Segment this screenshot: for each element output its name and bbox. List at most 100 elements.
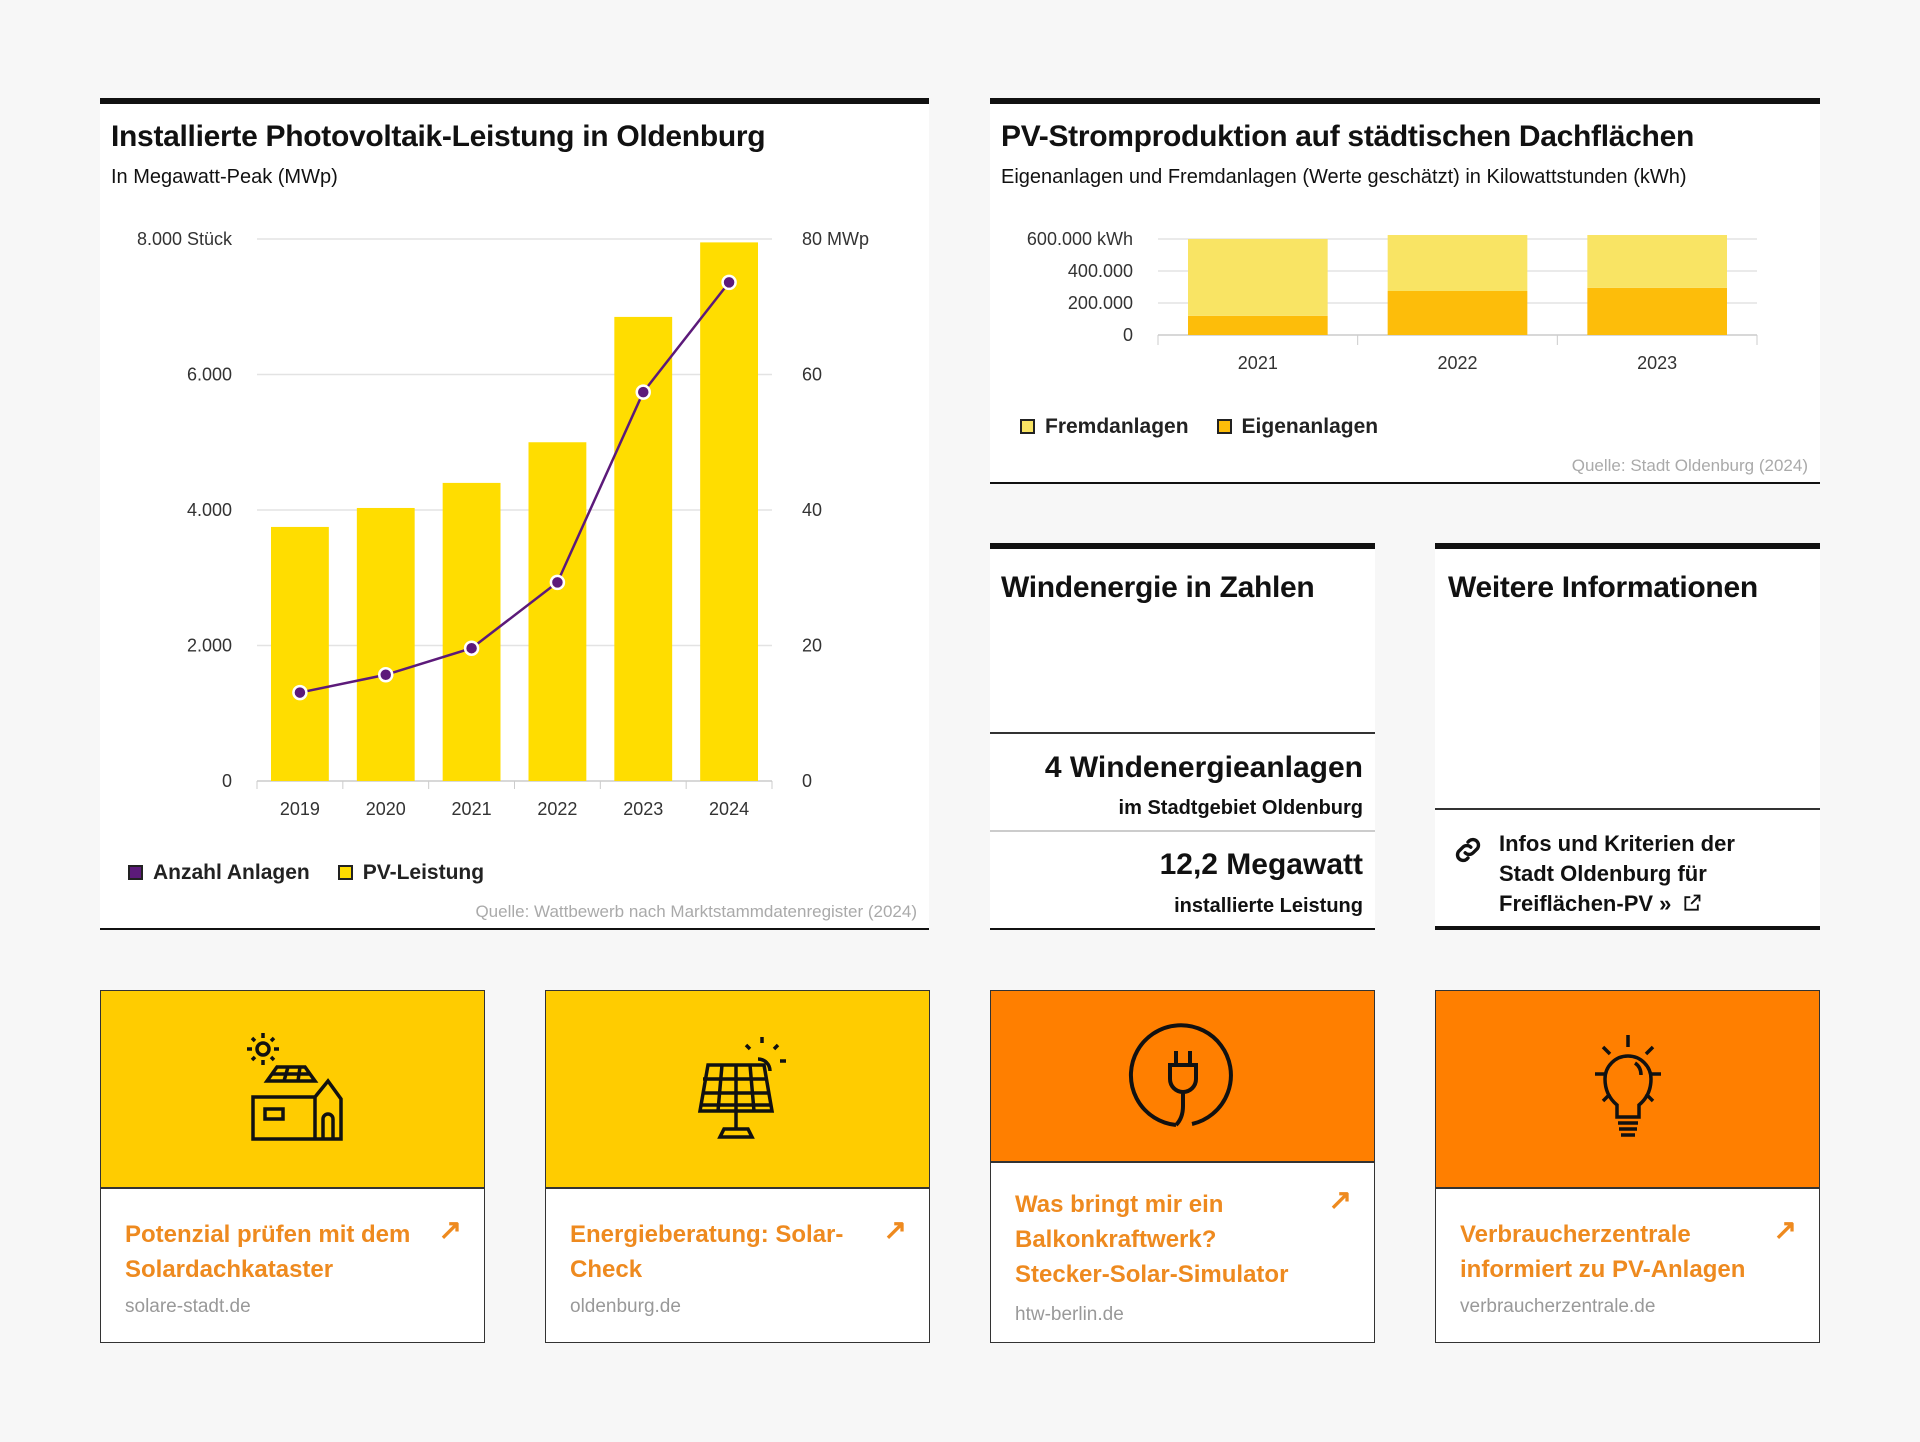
legend-item-pv: PV-Leistung: [337, 861, 485, 885]
point-anzahl-anlagen: [378, 667, 394, 683]
card-title[interactable]: Potenzial prüfen mit dem Solardachkatast…: [125, 1221, 411, 1283]
legend-item-fremd: Fremdanlagen: [1020, 415, 1189, 439]
legend-item-eigen: Eigenanlagen: [1216, 415, 1379, 439]
roof-production-panel: PV-Stromproduktion auf städtischen Dachf…: [990, 98, 1820, 484]
roof-chart-legend: Fremdanlagen Eigenanlagen: [1020, 415, 1378, 439]
x-tick-label: 2022: [1437, 353, 1477, 373]
right-tick-label: 40: [802, 500, 822, 520]
card-title[interactable]: Was bringt mir ein Balkonkraftwerk? Stec…: [1015, 1191, 1289, 1288]
pv-chart-subtitle: In Megawatt-Peak (MWp): [111, 166, 338, 188]
bar-eigenanlagen: [1188, 315, 1328, 335]
arrow-up-right-icon: ↗: [438, 1214, 462, 1245]
card-title[interactable]: Verbraucherzentrale informiert zu PV-Anl…: [1460, 1221, 1746, 1283]
legend-label: Fremdanlagen: [1045, 415, 1189, 438]
point-anzahl-anlagen: [549, 574, 566, 591]
wind-title: Windenergie in Zahlen: [1001, 571, 1315, 604]
bar-pv-leistung: [356, 507, 415, 781]
x-tick-label: 2022: [537, 799, 577, 819]
roof-chart-title: PV-Stromproduktion auf städtischen Dachf…: [1001, 120, 1694, 153]
right-tick-label: 80 MWp: [802, 229, 869, 249]
x-tick-label: 2023: [1637, 353, 1677, 373]
info-link-line: Freiflächen-PV »: [1499, 891, 1672, 916]
bar-eigenanlagen: [1387, 291, 1528, 335]
divider: [1435, 808, 1820, 810]
bar-fremdanlagen: [1387, 235, 1528, 291]
y-tick-label: 0: [1123, 325, 1133, 345]
left-tick-label: 6.000: [187, 365, 232, 385]
card-image: [1436, 991, 1819, 1189]
info-link-line: Infos und Kriterien der: [1499, 831, 1735, 856]
divider: [990, 732, 1375, 734]
bar-pv-leistung: [271, 526, 329, 781]
left-tick-label: 2.000: [187, 636, 232, 656]
wind-panel: Windenergie in Zahlen 4 Windenergieanlag…: [990, 543, 1375, 930]
right-tick-label: 20: [802, 636, 822, 656]
left-tick-label: 8.000 Stück: [137, 229, 233, 249]
point-anzahl-anlagen: [292, 684, 308, 701]
legend-label: Anzahl Anlagen: [153, 861, 310, 884]
line-anzahl-anlagen: [299, 281, 731, 694]
roof-chart-source: Quelle: Stadt Oldenburg (2024): [1571, 456, 1808, 475]
pv-capacity-panel: Installierte Photovoltaik-Leistung in Ol…: [100, 98, 929, 930]
right-tick-label: 60: [802, 365, 822, 385]
solar-panel-icon: [697, 1037, 786, 1139]
x-tick-label: 2021: [1238, 353, 1278, 373]
external-link-icon: [1683, 894, 1700, 911]
x-tick-label: 2019: [280, 799, 320, 819]
y-tick-label: 200.000: [1068, 293, 1133, 313]
card-image: [991, 991, 1374, 1163]
point-anzahl-anlagen: [721, 274, 737, 291]
arrow-up-right-icon: ↗: [1773, 1214, 1797, 1245]
wind-stat-power: 12,2 Megawatt: [1159, 848, 1363, 881]
card-balkonkraftwerk[interactable]: Was bringt mir ein Balkonkraftwerk? Stec…: [990, 990, 1375, 1343]
card-domain: solare-stadt.de: [125, 1296, 251, 1317]
pv-chart-title: Installierte Photovoltaik-Leistung in Ol…: [111, 120, 766, 153]
bar-pv-leistung: [700, 242, 758, 781]
card-verbraucherzentrale[interactable]: Verbraucherzentrale informiert zu PV-Anl…: [1435, 990, 1820, 1343]
legend-item-anzahl: Anzahl Anlagen: [128, 861, 310, 885]
point-anzahl-anlagen: [463, 640, 480, 656]
card-solardachkataster[interactable]: Potenzial prüfen mit dem Solardachkatast…: [100, 990, 485, 1343]
right-tick-label: 0: [802, 771, 812, 791]
point-anzahl-anlagen: [635, 384, 651, 400]
wind-stat-power-label: installierte Leistung: [1174, 895, 1363, 917]
bar-pv-leistung: [528, 442, 587, 781]
wind-stat-count-label: im Stadtgebiet Oldenburg: [1118, 797, 1363, 819]
arrow-up-right-icon: ↗: [883, 1214, 907, 1245]
info-panel: Weitere Informationen Infos und Kriterie…: [1435, 543, 1820, 930]
pv-chart-source: Quelle: Wattbewerb nach Marktstammdatenr…: [475, 902, 917, 921]
lightbulb-icon: [1594, 1035, 1661, 1137]
y-tick-label: 400.000: [1068, 261, 1133, 281]
wind-stat-count: 4 Windenergieanlagen: [1044, 751, 1363, 784]
left-tick-label: 0: [222, 771, 232, 791]
card-title[interactable]: Energieberatung: Solar-Check: [570, 1221, 844, 1283]
x-tick-label: 2024: [709, 799, 749, 819]
plug-icon: [1128, 1023, 1233, 1127]
card-solar-check[interactable]: Energieberatung: Solar-Check ↗ oldenburg…: [545, 990, 930, 1343]
pv-chart-legend: Anzahl Anlagen PV-Leistung: [128, 861, 484, 885]
chain-link-icon: [1455, 837, 1481, 863]
legend-label: PV-Leistung: [362, 861, 485, 884]
roof-chart-subtitle: Eigenanlagen und Fremdanlagen (Werte ges…: [1001, 166, 1687, 188]
left-tick-label: 4.000: [187, 500, 232, 520]
y-tick-label: 600.000 kWh: [1027, 229, 1133, 249]
bar-fremdanlagen: [1188, 239, 1328, 316]
legend-label: Eigenanlagen: [1241, 415, 1379, 438]
roof-chart: 0 200.000 400.000 600.000 kWh 2021 2022 2023: [1027, 229, 1758, 373]
divider: [990, 830, 1375, 832]
card-image: [546, 991, 929, 1189]
arrow-up-right-icon: ↗: [1328, 1184, 1352, 1215]
x-tick-label: 2023: [623, 799, 663, 819]
info-link-line: Stadt Oldenburg für: [1499, 861, 1707, 886]
card-image: [101, 991, 484, 1189]
x-tick-label: 2021: [452, 799, 492, 819]
bar-fremdanlagen: [1587, 235, 1727, 288]
card-domain: htw-berlin.de: [1015, 1304, 1124, 1325]
x-tick-label: 2020: [366, 799, 406, 819]
card-domain: oldenburg.de: [570, 1296, 681, 1317]
card-domain: verbraucherzentrale.de: [1460, 1296, 1656, 1317]
info-title: Weitere Informationen: [1448, 571, 1758, 604]
house-solar-icon: [246, 1033, 343, 1141]
pv-chart: 0 0 2.000 20 4.000 40 6.000 60 8.000 Stück 80 MWp…: [137, 229, 869, 819]
bar-eigenanlagen: [1587, 287, 1727, 335]
